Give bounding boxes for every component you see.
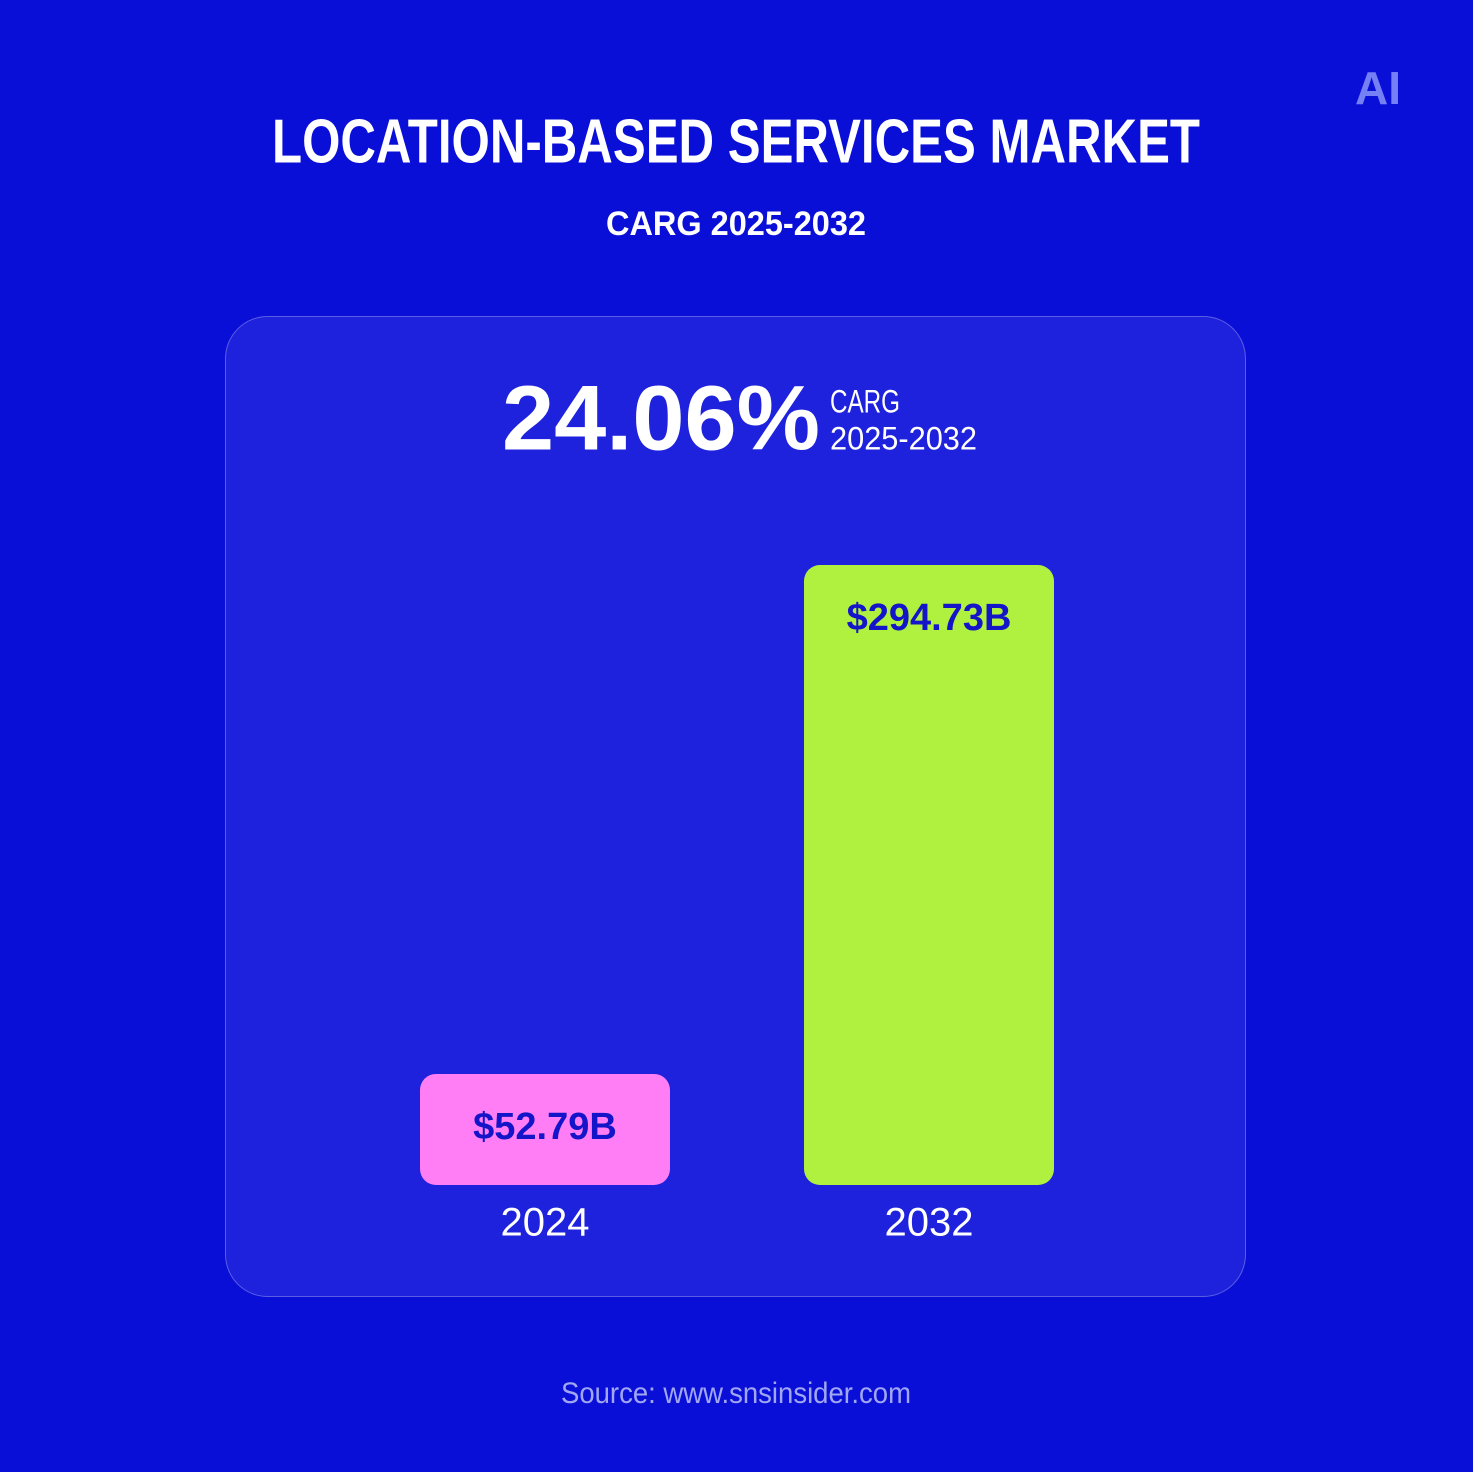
value-label: $294.73B — [847, 597, 1012, 639]
chart-title: LOCATION-BASED SERVICES MARKET — [272, 107, 1200, 176]
value-label: $52.79B — [473, 1106, 617, 1148]
bar — [420, 1073, 670, 1185]
logo: AI — [1355, 62, 1401, 114]
x-tick-label: 2024 — [501, 1201, 590, 1245]
headline-note: 2025-2032 — [830, 420, 977, 456]
source: Source: www.snsinsider.com — [561, 1377, 911, 1410]
headline-note: CARG — [830, 383, 900, 419]
x-tick-label: 2032 — [885, 1201, 974, 1245]
bar — [804, 565, 1054, 1185]
headline: 24.06% — [502, 367, 820, 469]
chart-subtitle: CARG 2025-2032 — [606, 205, 866, 243]
